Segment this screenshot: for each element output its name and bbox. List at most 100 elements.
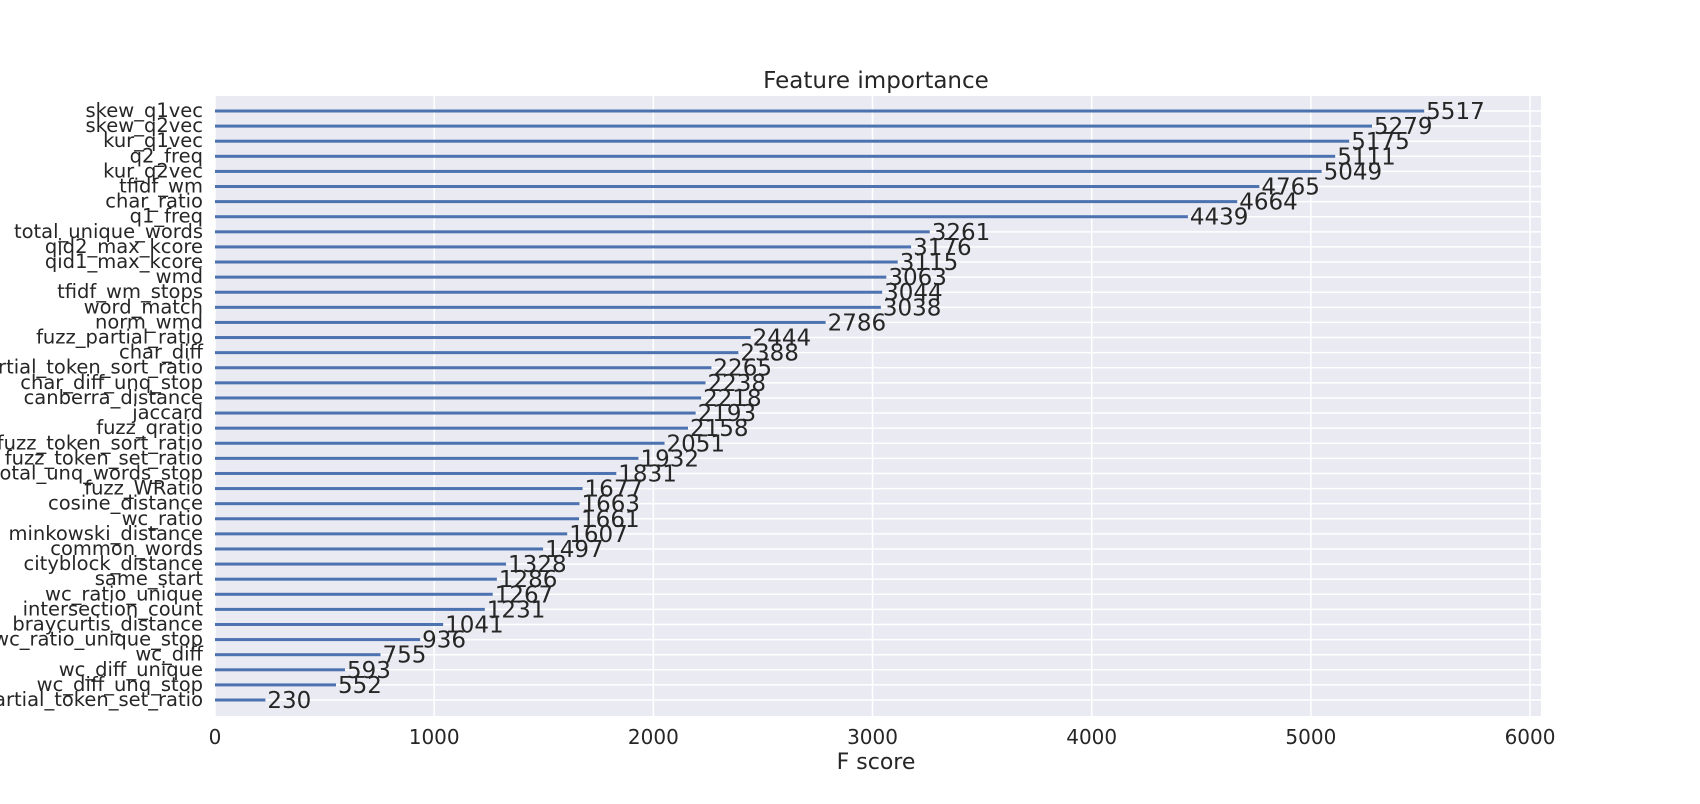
bar: [215, 698, 266, 702]
bar-value-label: 593: [347, 658, 391, 684]
y-tick-label: fuzz_partial_token_set_ratio: [0, 688, 203, 711]
bar-value-label: 2265: [713, 356, 772, 382]
bar: [215, 653, 381, 657]
bar: [215, 275, 887, 279]
y-tick-label: skew_q1vec: [86, 99, 204, 122]
bar-value-label: 1328: [508, 552, 567, 578]
bar: [215, 260, 898, 264]
x-axis-label: F score: [837, 750, 916, 775]
bar-value-label: 4439: [1190, 205, 1249, 231]
bar: [215, 638, 421, 642]
bar-value-label: 2786: [828, 310, 887, 336]
x-tick-label: 2000: [628, 725, 679, 749]
x-tick-label: 3000: [847, 725, 898, 749]
y-tick-label: q1_freq: [130, 205, 203, 228]
bar: [215, 396, 702, 400]
y-tick-label: qid1_max_kcore: [45, 250, 203, 273]
y-tick-label: wc_diff_unique: [59, 658, 203, 681]
bar-value-label: 5175: [1351, 129, 1410, 155]
bar-value-label: 3063: [888, 265, 947, 291]
bar-value-label: 5517: [1426, 99, 1485, 125]
y-tick-label: braycurtis_distance: [12, 612, 203, 635]
bar: [215, 487, 583, 491]
bar-value-label: 1661: [581, 507, 640, 533]
bar-value-label: 1267: [495, 582, 554, 608]
x-tick-label: 1000: [409, 725, 460, 749]
x-tick-label: 5000: [1285, 725, 1336, 749]
bar: [215, 290, 883, 294]
x-tick-label: 6000: [1505, 725, 1556, 749]
y-tick-label: intersection_count: [23, 597, 204, 620]
bar: [215, 215, 1188, 219]
bar-value-label: 2158: [690, 416, 749, 442]
bar: [215, 169, 1322, 173]
bar: [215, 154, 1336, 158]
bar-value-label: 3044: [884, 280, 943, 306]
y-tick-label: norm_wmd: [95, 310, 203, 333]
y-tick-label: kur_q2vec: [103, 159, 203, 182]
bar-value-label: 1231: [487, 597, 546, 623]
bar-value-label: 3261: [932, 220, 991, 246]
y-tick-label: jaccard: [131, 401, 203, 424]
y-tick-label: wmd: [156, 265, 203, 288]
bar: [215, 577, 497, 581]
bar-value-label: 936: [422, 628, 466, 654]
bar-value-label: 3038: [883, 295, 942, 321]
bar: [215, 426, 688, 430]
bar: [215, 109, 1425, 113]
x-tick-label: 0: [209, 725, 222, 749]
x-tick-labels: 0 1000 2000 3000 4000 5000 6000: [209, 725, 1556, 749]
bar: [215, 336, 751, 340]
bar-value-label: 1041: [445, 612, 504, 638]
y-tick-label: wc_ratio_unique_stop: [0, 628, 203, 651]
bar: [215, 305, 881, 309]
bar-value-label: 1497: [545, 537, 604, 563]
bar: [215, 200, 1238, 204]
bar: [215, 124, 1373, 128]
y-tick-label: canberra_distance: [24, 386, 203, 409]
bar-value-label: 1607: [569, 522, 628, 548]
y-tick-label: q2_freq: [130, 144, 203, 167]
y-tick-label: total_unique_words: [14, 220, 203, 243]
bar: [215, 502, 580, 506]
y-tick-label: char_diff: [119, 341, 204, 364]
y-tick-label: fuzz_qratio: [96, 416, 203, 439]
bar: [215, 622, 444, 626]
bar-value-label: 2051: [667, 431, 726, 457]
bar-value-label: 2193: [698, 401, 757, 427]
bar: [215, 607, 485, 611]
bar-value-label: 1677: [585, 477, 644, 503]
y-tick-label: char_diff_unq_stop: [20, 371, 203, 394]
y-tick-label: fuzz_token_set_ratio: [5, 446, 203, 469]
y-tick-label: wc_diff_unq_stop: [37, 673, 203, 696]
y-tick-label: common_words: [50, 537, 203, 560]
y-tick-label: fuzz_token_sort_ratio: [0, 431, 203, 454]
bars: [215, 109, 1425, 702]
y-tick-label: qid2_max_kcore: [45, 235, 203, 258]
bar: [215, 547, 544, 551]
y-tick-label: cityblock_distance: [24, 552, 203, 575]
bar: [215, 592, 493, 596]
x-tick-label: 4000: [1066, 725, 1117, 749]
y-tick-label: kur_q1vec: [103, 129, 203, 152]
y-tick-label: tfidf_wm: [119, 175, 203, 198]
bar: [215, 532, 568, 536]
bar-value-label: 2238: [708, 371, 767, 397]
bar: [215, 366, 712, 370]
bar-value-label: 2444: [753, 326, 812, 352]
bar: [215, 139, 1350, 143]
bar: [215, 456, 639, 460]
bar: [215, 471, 617, 475]
y-tick-label: cosine_distance: [48, 492, 203, 515]
chart-title: Feature importance: [763, 68, 989, 94]
y-tick-label: wc_ratio: [122, 507, 203, 530]
y-tick-label: skew_q2vec: [86, 114, 204, 137]
bar: [215, 683, 336, 687]
bar: [215, 185, 1260, 189]
plot-background: [215, 96, 1541, 716]
bar-value-label: 1932: [640, 446, 699, 472]
bar-value-label: 3115: [900, 250, 959, 276]
y-tick-label: wc_diff: [135, 643, 203, 666]
bar-value-label: 5279: [1374, 114, 1433, 140]
